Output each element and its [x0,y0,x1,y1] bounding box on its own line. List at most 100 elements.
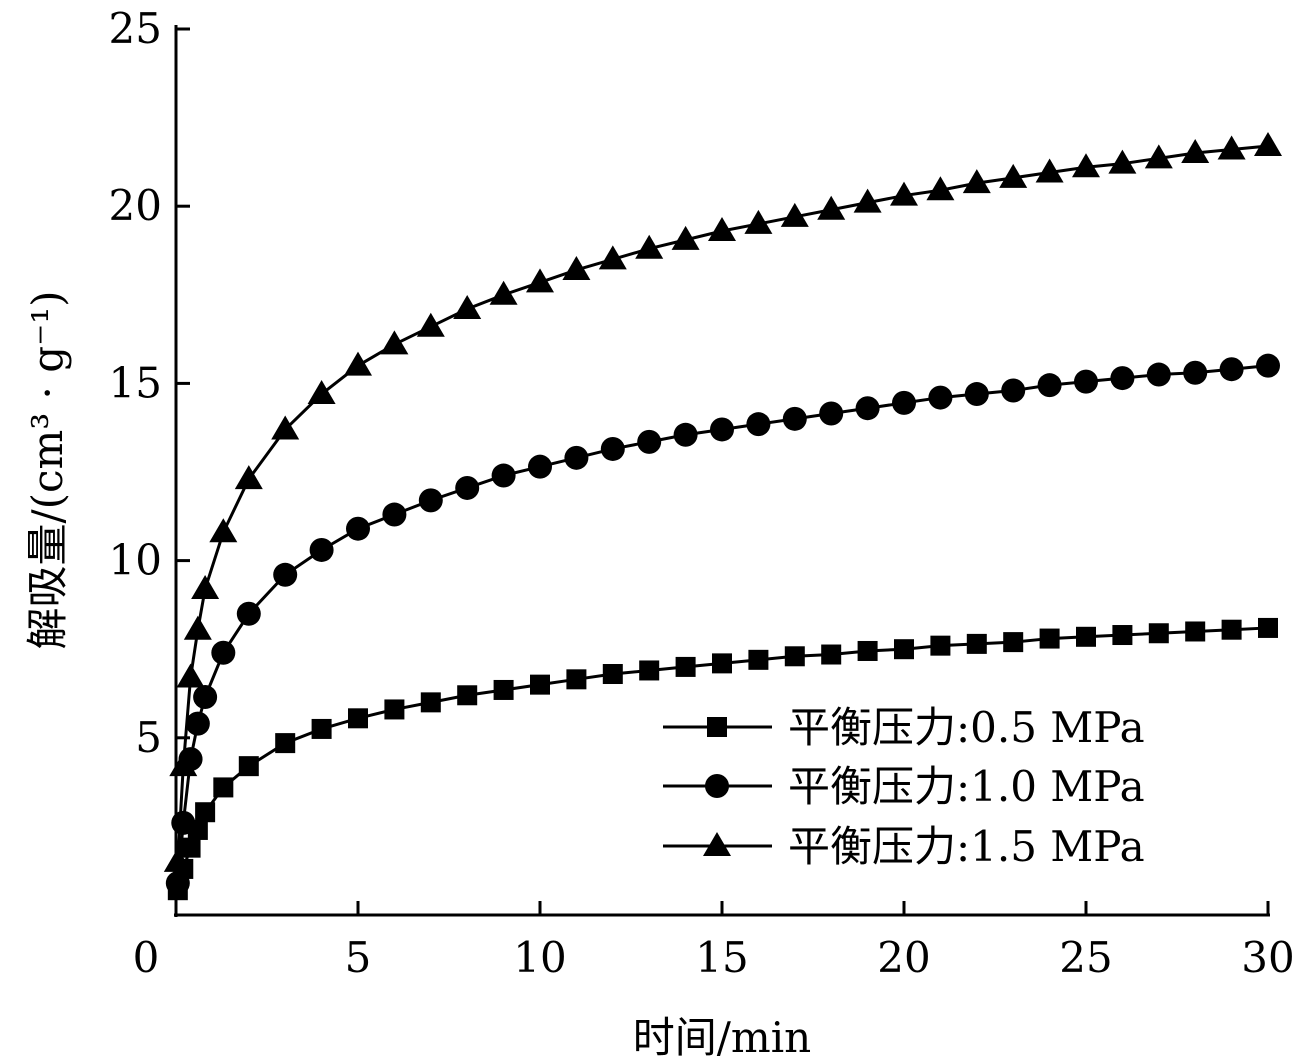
square-marker [238,756,259,777]
circle-marker [1219,357,1244,382]
circle-marker [1037,373,1062,398]
triangle-marker [526,268,554,293]
axes: 0 5 10 15 20 25 30 5 10 15 20 25 [109,4,1295,982]
legend-label: 平衡压力:1.5 MPa [788,822,1145,871]
square-marker [420,692,441,713]
legend-label: 平衡压力:1.0 MPa [788,762,1145,811]
square-marker [1112,625,1133,646]
circle-marker [964,382,989,407]
square-marker [1221,619,1242,640]
triangle-marker [708,217,736,242]
square-marker [1185,621,1206,642]
series-group [163,131,1282,901]
triangle-marker [344,351,372,376]
triangle-marker [817,195,846,220]
x-tick-label: 0 [133,933,160,982]
x-tick-label: 30 [1241,933,1294,982]
triangle-marker [1108,149,1137,174]
x-axis-label: 时间/min [633,1013,811,1062]
circle-marker [171,810,196,835]
triangle-marker [744,209,773,234]
square-marker [530,674,550,695]
triangle-marker [209,518,238,543]
square-marker [348,708,368,729]
triangle-marker [1217,135,1246,160]
circle-marker [564,445,589,470]
triangle-marker [183,615,212,640]
circle-marker [193,685,218,710]
square-marker [966,633,987,654]
triangle-marker [307,380,336,405]
triangle-marker [703,832,731,856]
circle-marker [236,601,261,626]
triangle-marker [271,415,300,440]
triangle-marker [598,245,627,270]
circle-marker [309,537,334,562]
y-tick-label: 20 [109,181,162,230]
circle-marker [491,463,516,488]
circle-marker [855,396,880,421]
triangle-marker [1144,144,1173,169]
circle-marker [600,436,625,461]
triangle-marker [1035,158,1064,183]
x-tick-label: 10 [513,933,566,982]
square-marker [675,656,696,677]
square-marker [1039,628,1060,649]
triangle-marker [163,847,192,872]
square-marker [602,664,623,685]
x-tick-label: 15 [695,933,748,982]
triangle-marker [1181,139,1210,164]
square-marker [566,669,587,690]
triangle-marker [780,202,809,227]
triangle-marker [1072,153,1100,178]
legend-item: 平衡压力:1.5 MPa [663,822,1145,871]
y-tick-label: 10 [109,536,162,585]
circle-marker [1183,360,1208,385]
square-marker [180,837,201,858]
circle-marker [528,454,552,479]
circle-marker [185,711,210,736]
triangle-marker [416,312,445,337]
triangle-marker [191,574,220,599]
triangle-marker [853,188,882,213]
x-tick-label: 25 [1059,933,1112,982]
triangle-marker [453,294,482,319]
square-marker [707,717,727,737]
square-marker [457,685,478,706]
triangle-marker [926,176,955,201]
y-tick-label: 5 [135,713,162,762]
circle-marker [273,562,298,587]
circle-marker [819,401,844,426]
x-tick-label: 20 [877,933,930,982]
triangle-marker [890,181,918,206]
square-marker [1148,623,1169,644]
square-marker [275,733,296,754]
circle-marker [418,488,443,513]
circle-marker [455,475,480,500]
legend-item: 平衡压力:0.5 MPa [663,703,1145,752]
square-marker [1076,626,1096,647]
circle-marker [1001,378,1026,403]
series-circle [165,353,1280,896]
circle-marker [673,422,698,447]
square-marker [857,640,878,661]
triangle-marker [176,663,205,688]
triangle-marker [562,255,591,280]
square-marker [712,653,732,674]
circle-marker [1110,366,1135,391]
circle-marker [746,412,771,437]
circle-marker [346,516,370,541]
y-tick-label: 25 [109,4,162,53]
circle-marker [710,417,734,442]
circle-marker [382,502,407,527]
triangle-marker [962,169,991,194]
circle-marker [165,871,190,896]
circle-marker [637,429,662,454]
square-marker [639,660,660,681]
square-marker [493,679,514,700]
legend-label: 平衡压力:0.5 MPa [788,703,1145,752]
square-marker [384,699,405,720]
square-marker [894,639,914,660]
series-triangle [163,131,1282,872]
